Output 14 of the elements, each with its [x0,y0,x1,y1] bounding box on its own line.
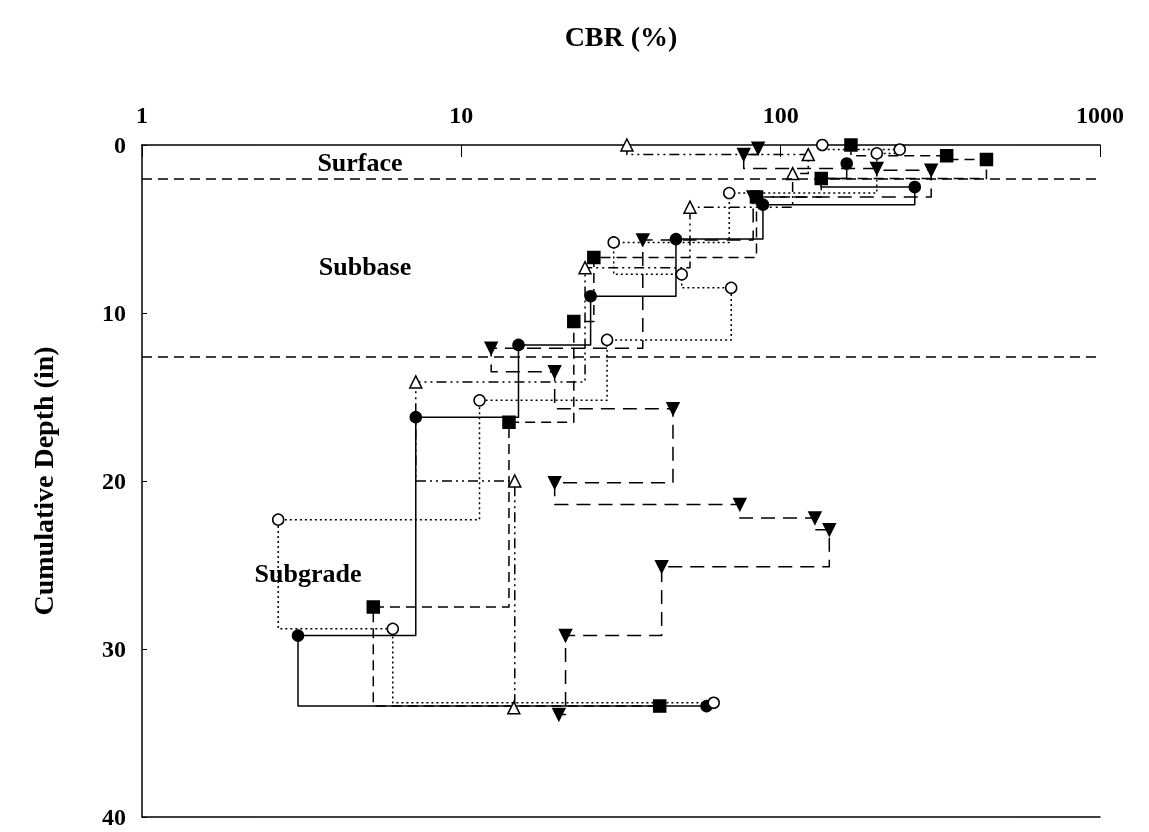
x-tick-label: 10 [449,102,474,128]
annotation: Subgrade [254,558,362,588]
y-tick-label: 0 [114,132,126,158]
x-tick-label: 1 [136,102,148,128]
y-axis-title: Cumulative Depth (in) [27,346,59,616]
x-axis-title: CBR (%) [564,20,678,52]
y-tick-label: 20 [102,468,126,494]
y-tick-label: 10 [102,300,126,326]
x-tick-label: 1000 [1076,102,1124,128]
annotation: Subbase [318,251,412,281]
annotation: Surface [317,147,403,177]
x-tick-label: 100 [762,102,799,128]
y-tick-label: 40 [102,804,126,830]
y-tick-label: 30 [102,636,126,662]
